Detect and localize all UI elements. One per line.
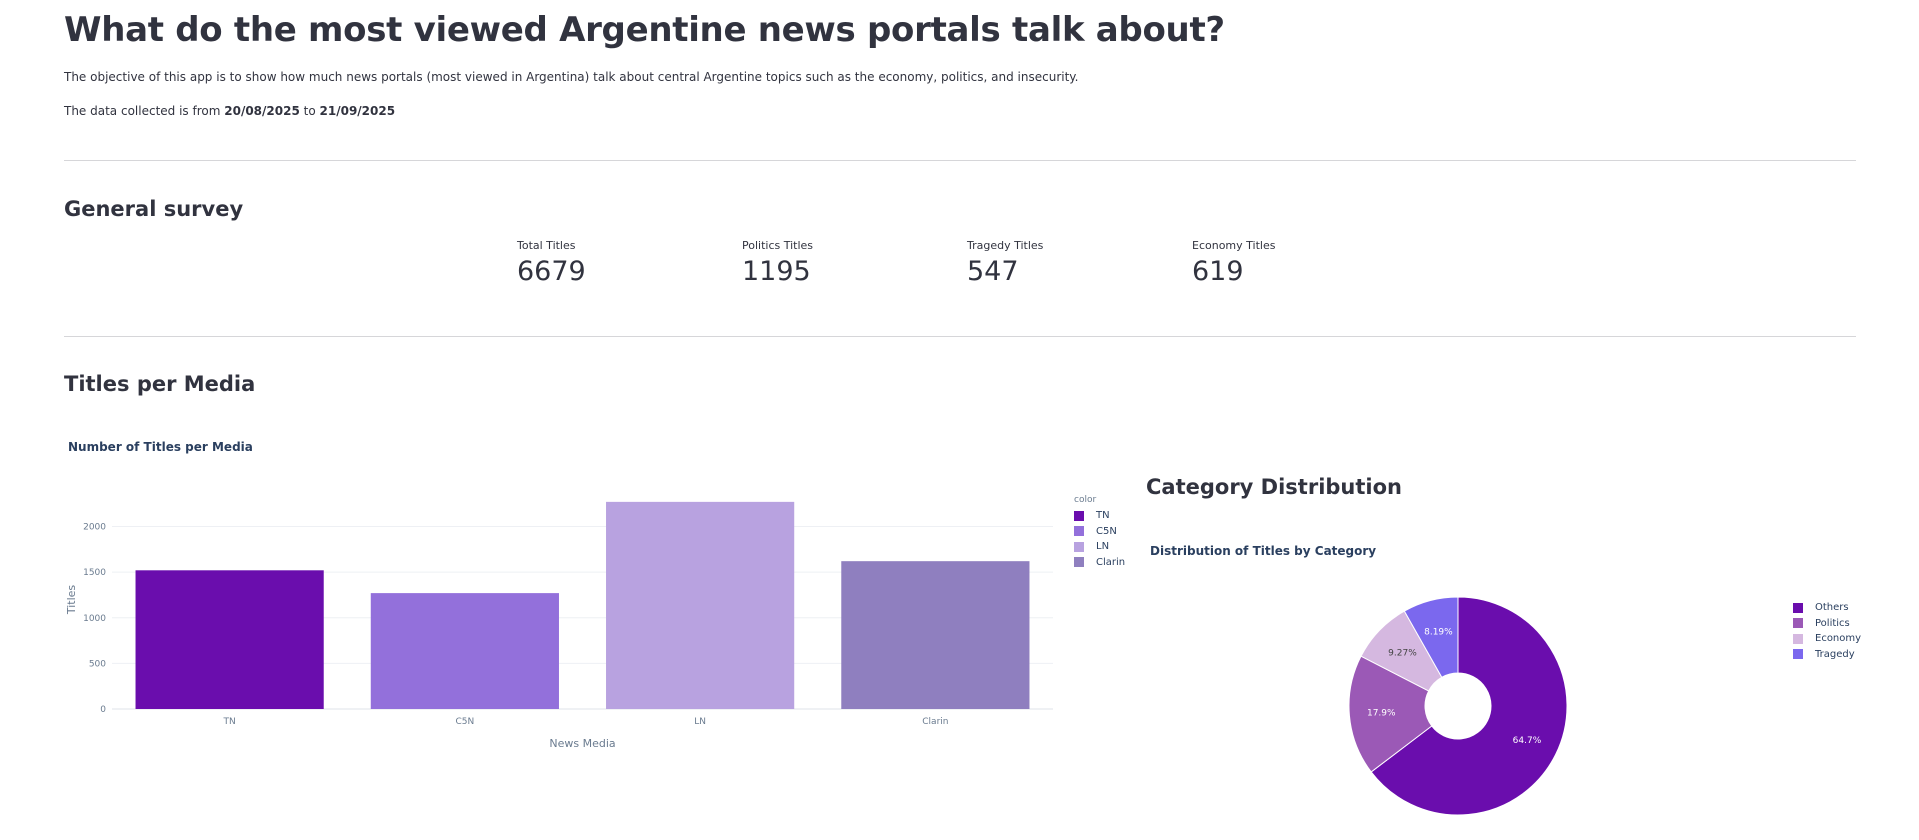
bar-tn[interactable] <box>135 570 324 709</box>
bar-chart-legend: color TN C5N LN Clarin <box>1074 495 1125 570</box>
data-range-connector: to <box>303 104 316 118</box>
slice-others[interactable] <box>1370 596 1568 816</box>
legend-item-ln[interactable]: LN <box>1074 539 1125 555</box>
slice-politics[interactable] <box>1348 655 1433 773</box>
legend-swatch <box>1074 510 1084 521</box>
x-tick-label: TN <box>223 717 236 727</box>
pie-chart-legend: Others Politics Economy Tragedy <box>1793 600 1861 662</box>
legend-swatch <box>1074 541 1084 552</box>
legend-label: LN <box>1096 541 1110 553</box>
metric-value: 547 <box>967 256 1019 287</box>
legend-label: Clarin <box>1096 556 1126 568</box>
bar-c5n[interactable] <box>370 593 559 709</box>
legend-swatch <box>1074 526 1084 537</box>
metric-label: Economy Titles <box>1192 239 1276 252</box>
metric-tragedy-titles: Tragedy Titles 547 <box>967 239 1167 287</box>
y-tick-label: 1500 <box>83 568 106 578</box>
x-tick-label: Clarin <box>922 717 948 727</box>
divider <box>64 160 1856 161</box>
legend-item-economy[interactable]: Economy <box>1793 631 1861 647</box>
slice-label: 8.19% <box>1424 628 1453 638</box>
metric-label: Politics Titles <box>742 239 814 252</box>
legend-label: Economy <box>1815 633 1862 645</box>
metric-value: 1195 <box>742 256 811 287</box>
data-range-start: 20/08/2025 <box>224 104 300 118</box>
legend-item-clarin[interactable]: Clarin <box>1074 555 1125 571</box>
slice-label: 64.7% <box>1513 736 1542 746</box>
data-range-text: The data collected is from 20/08/2025 to… <box>64 104 395 118</box>
titles-per-media-title: Titles per Media <box>64 372 256 396</box>
pie-chart: 64.7% 17.9% 9.27% 8.19% <box>1348 596 1568 816</box>
bar-chart: 0 500 1000 1500 2000 TN C5N LN Clarin News Media T… <box>65 501 1053 750</box>
slice-label: 17.9% <box>1367 709 1396 719</box>
y-tick-label: 2000 <box>83 523 106 533</box>
metric-value: 619 <box>1192 256 1244 287</box>
legend-label: Others <box>1815 602 1849 614</box>
x-tick-label: C5N <box>456 717 475 727</box>
data-range-end: 21/09/2025 <box>319 104 396 118</box>
page-title: What do the most viewed Argentine news p… <box>64 10 1225 50</box>
legend-swatch <box>1793 618 1803 629</box>
legend-swatch <box>1074 557 1084 568</box>
metric-value: 6679 <box>517 256 586 287</box>
category-distribution-title: Category Distribution <box>1146 475 1402 499</box>
bar-chart-title: Number of Titles per Media <box>68 440 253 454</box>
legend-swatch <box>1793 633 1803 644</box>
y-tick-label: 1000 <box>83 614 106 624</box>
y-tick-label: 0 <box>100 705 106 715</box>
divider <box>64 336 1856 337</box>
metric-label: Total Titles <box>517 239 576 252</box>
legend-swatch <box>1793 649 1803 660</box>
legend-swatch <box>1793 602 1803 613</box>
metric-label: Tragedy Titles <box>967 239 1044 252</box>
pie-chart-title: Distribution of Titles by Category <box>1150 544 1377 558</box>
legend-label: C5N <box>1096 525 1117 537</box>
legend-title: color <box>1074 495 1097 505</box>
legend-label: TN <box>1096 510 1110 522</box>
metric-politics-titles: Politics Titles 1195 <box>742 239 942 287</box>
legend-item-others[interactable]: Others <box>1793 600 1861 616</box>
y-tick-label: 500 <box>89 659 106 669</box>
x-tick-label: LN <box>694 717 706 727</box>
bar-clarin[interactable] <box>841 561 1030 709</box>
slice-tragedy[interactable] <box>1403 596 1459 678</box>
bar-ln[interactable] <box>606 501 795 709</box>
legend-item-c5n[interactable]: C5N <box>1074 524 1125 540</box>
data-range-prefix: The data collected is from <box>64 104 221 118</box>
app-description: The objective of this app is to show how… <box>64 70 1079 84</box>
metric-economy-titles: Economy Titles 619 <box>1192 239 1392 287</box>
y-axis-label: Titles <box>65 585 78 616</box>
legend-item-tragedy[interactable]: Tragedy <box>1793 647 1861 663</box>
slice-label: 9.27% <box>1388 649 1417 659</box>
x-axis-label: News Media <box>549 737 615 750</box>
metric-total-titles: Total Titles 6679 <box>517 239 717 287</box>
general-survey-title: General survey <box>64 197 244 221</box>
legend-item-tn[interactable]: TN <box>1074 508 1125 524</box>
legend-label: Tragedy <box>1815 648 1855 660</box>
legend-label: Politics <box>1815 617 1850 629</box>
legend-item-politics[interactable]: Politics <box>1793 616 1861 632</box>
